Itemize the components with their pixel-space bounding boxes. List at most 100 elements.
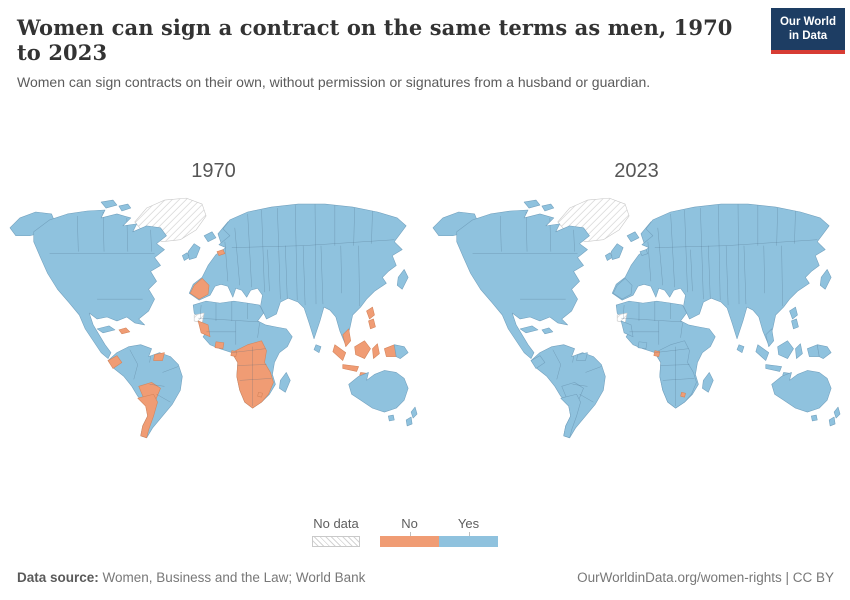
country-borders-south-america [552, 349, 601, 403]
map-legend: No data No Yes [0, 516, 830, 547]
region-ghana [214, 341, 224, 349]
region-bolivia-paraguay [137, 382, 161, 401]
region-africa-west [620, 320, 633, 338]
data-source-text: Women, Business and the Law; World Bank [98, 570, 366, 585]
region-north-america [32, 209, 167, 359]
region-arctic-isle-2 [541, 203, 554, 212]
region-sulawesi [794, 343, 803, 359]
region-sri-lanka [313, 344, 321, 353]
logo-line2: in Data [788, 30, 828, 43]
region-malay-peninsula [764, 328, 774, 347]
chart-subtitle: Women can sign contracts on their own, w… [17, 74, 651, 90]
region-nz-south [405, 416, 412, 427]
chart-footer: Data source: Women, Business and the Law… [17, 570, 834, 585]
data-source-label: Data source: [17, 570, 99, 585]
region-hispaniola [541, 327, 553, 335]
region-japan [819, 269, 831, 290]
legend-bar: No Yes [380, 516, 498, 547]
region-sumatra [755, 344, 769, 361]
country-borders-africa [194, 301, 271, 407]
region-cuba [519, 325, 538, 334]
region-eswatini [256, 391, 263, 398]
region-eurasia [611, 203, 829, 344]
chart-header: Women can sign a contract on the same te… [17, 15, 755, 90]
region-australia [347, 370, 408, 413]
country-borders-north-america [472, 211, 578, 300]
world-map-1970 [9, 197, 417, 439]
legend-no-data: No data [312, 516, 360, 547]
region-ireland [604, 252, 613, 261]
region-philippines [365, 306, 376, 330]
legend-no-label: No [401, 516, 418, 531]
region-africa-south [231, 340, 274, 409]
region-iceland [626, 231, 639, 243]
region-uk [187, 243, 200, 260]
region-arctic-isle-1 [100, 199, 117, 209]
region-philippines [788, 306, 799, 330]
region-sumatra [332, 344, 346, 361]
map-year-label-1970: 1970 [191, 160, 236, 182]
region-spain [612, 278, 632, 300]
region-australia [770, 370, 831, 413]
region-suriname [575, 352, 588, 361]
region-eq-guinea [230, 350, 237, 357]
region-arctic-isle-2 [118, 203, 131, 212]
region-argentina-chile [559, 393, 581, 439]
region-nz-north [410, 406, 417, 419]
region-ecuador [530, 355, 545, 369]
region-nz-north [833, 406, 840, 419]
region-eurasia [188, 203, 406, 344]
region-borneo [353, 340, 371, 359]
region-tasmania [810, 414, 818, 422]
region-eswatini [679, 391, 686, 398]
legend-no-data-swatch [312, 536, 360, 547]
region-argentina-chile [136, 393, 158, 439]
country-borders-africa [617, 301, 694, 407]
legend-yes-swatch [439, 536, 498, 547]
region-suriname [152, 352, 165, 361]
region-benelux [216, 249, 225, 256]
legend-no-swatch [380, 536, 439, 547]
country-borders-south-america [129, 349, 178, 403]
map-panel-2023: 2023 [425, 158, 848, 440]
maps-row: 1970 2023 [2, 158, 848, 440]
region-sulawesi [371, 343, 380, 359]
region-nz-south [828, 416, 835, 427]
region-spain [189, 278, 209, 300]
country-borders-eurasia [647, 204, 817, 307]
region-borneo [776, 340, 794, 359]
region-java [764, 364, 782, 372]
region-arctic-isle-1 [523, 199, 540, 209]
country-borders-north-america [49, 211, 155, 300]
region-benelux [639, 249, 648, 256]
region-ghana [637, 341, 647, 349]
map-panel-1970: 1970 [2, 158, 425, 440]
legend-yes-label: Yes [457, 516, 480, 531]
region-bolivia-paraguay [560, 382, 584, 401]
footer-url: OurWorldinData.org/women-rights | CC BY [577, 570, 834, 585]
region-madagascar [701, 372, 714, 393]
region-malay-peninsula [341, 328, 351, 347]
legend-tick [409, 532, 411, 536]
world-map-2023 [432, 197, 840, 439]
region-sri-lanka [736, 344, 744, 353]
region-uk [610, 243, 623, 260]
region-africa-south [654, 340, 697, 409]
country-borders-eurasia [224, 204, 394, 307]
region-new-guinea-east [393, 344, 408, 359]
map-year-label-2023: 2023 [614, 160, 659, 182]
region-madagascar [278, 372, 291, 393]
region-ireland [181, 252, 190, 261]
owid-logo[interactable]: Our World in Data [771, 8, 845, 54]
legend-tick [468, 532, 470, 536]
region-hispaniola [118, 327, 130, 335]
region-north-america [455, 209, 590, 359]
data-source: Data source: Women, Business and the Law… [17, 570, 365, 585]
legend-category-yes: Yes [439, 516, 498, 547]
region-eq-guinea [653, 350, 660, 357]
region-tasmania [387, 414, 395, 422]
region-japan [396, 269, 408, 290]
region-africa-west [197, 320, 210, 338]
region-java [341, 364, 359, 372]
